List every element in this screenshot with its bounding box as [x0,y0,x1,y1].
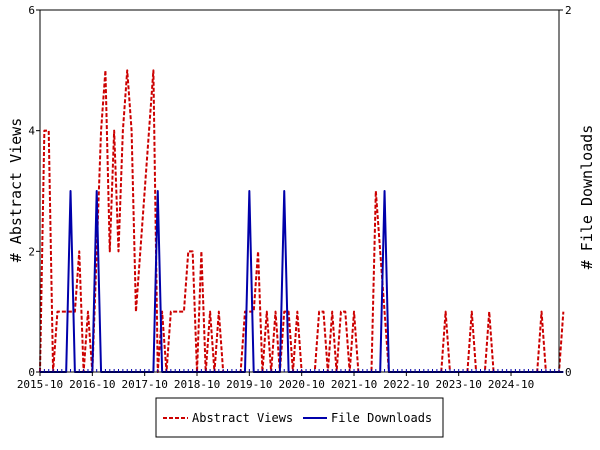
x-tick-label: 2021-10 [331,378,377,391]
legend-box [155,397,444,438]
x-tick-label: 2022-10 [383,378,429,391]
y-right-tick-label: 2 [565,4,572,17]
axes: 2015-10 2016-10 2017-10 2018-10 2019-10 2020-… [17,4,572,391]
x-tick-label: 2020-10 [279,378,325,391]
y-left-tick-label: 0 [28,366,35,379]
y-axis-left-title: # Abstract Views [7,118,25,263]
x-tick-label: 2018-10 [174,378,220,391]
series-line-abstract-views [39,69,565,373]
y-left-tick-label: 2 [28,245,35,258]
y-left-tick-label: 4 [28,125,35,138]
legend: Abstract Views File Downloads [155,397,444,438]
y-left-tick-label: 6 [28,4,35,17]
y-axis-right-title: # File Downloads [578,125,596,270]
x-tick-label: 2023-10 [436,378,482,391]
x-tick-label: 2024-10 [488,378,534,391]
x-tick-label: 2019-10 [226,378,272,391]
x-tick-label: 2017-10 [121,378,167,391]
y-right-tick-label: 0 [565,366,572,379]
legend-label-abstract-views: Abstract Views [192,411,293,425]
plot-frame [39,9,560,373]
plot-area [39,69,565,373]
x-tick-label: 2015-10 [17,378,63,391]
x-tick-label: 2016-10 [69,378,115,391]
series-line-file-downloads [40,190,564,373]
legend-label-file-downloads: File Downloads [331,411,432,425]
